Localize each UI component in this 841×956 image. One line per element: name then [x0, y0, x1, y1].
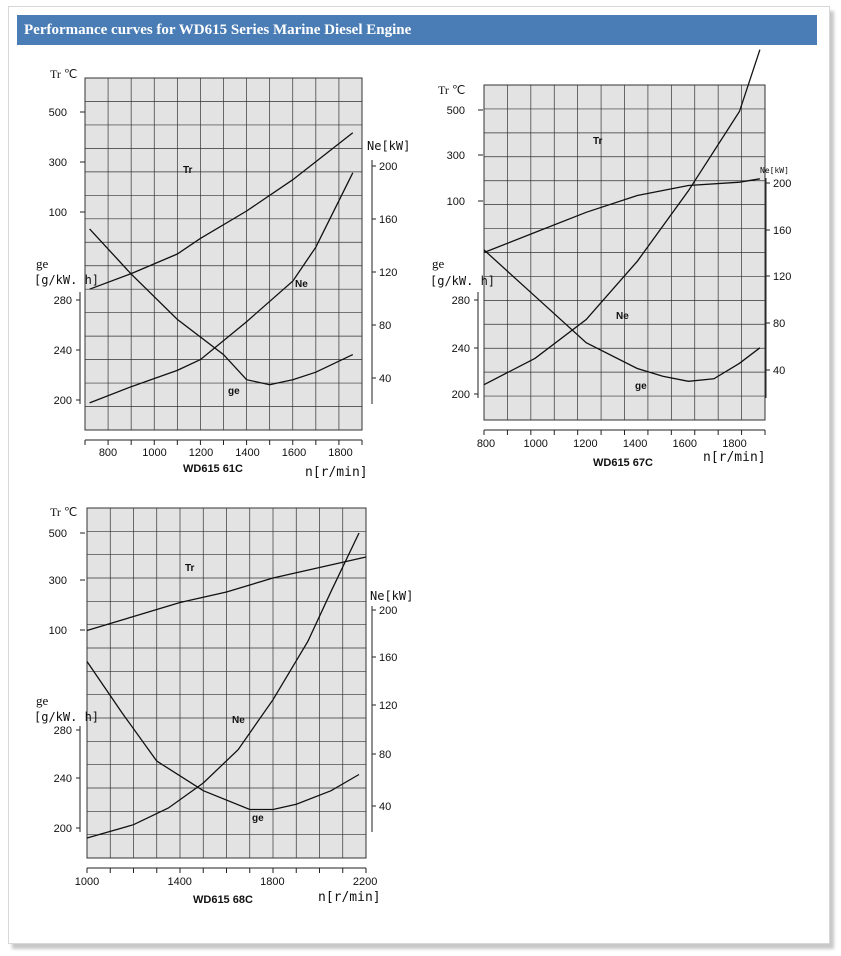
ge-tick-label: 280	[452, 295, 470, 307]
ge-tick-label: 200	[54, 823, 72, 835]
series-label-ge: ge	[252, 813, 264, 824]
series-line-ge	[483, 249, 761, 382]
ne-tick-label: 160	[379, 652, 397, 664]
chart-title: WD615 67C	[593, 457, 653, 469]
ne-tick-label: 40	[379, 373, 391, 385]
ne-tick-label: 160	[773, 225, 791, 237]
series-label-tr: Tr	[185, 563, 195, 574]
ge-axis-unit: [g/kW. h]	[430, 274, 495, 288]
ge-axis-label: ge	[432, 256, 445, 271]
x-tick-label: 1000	[75, 876, 99, 888]
ne-tick-label: 200	[379, 605, 397, 617]
tr-tick-label: 300	[49, 157, 67, 169]
series-label-ne: Ne	[295, 279, 308, 290]
series-label-ne: Ne	[232, 715, 245, 726]
tr-tick-label: 500	[447, 105, 465, 117]
ne-tick-label: 120	[379, 700, 397, 712]
tr-tick-label: 100	[49, 207, 67, 219]
ge-tick-label: 280	[54, 725, 72, 737]
tr-tick-label: 100	[447, 196, 465, 208]
ge-axis-label: ge	[36, 693, 49, 708]
ne-tick-label: 80	[773, 318, 785, 330]
tr-axis-label: Tr ℃	[438, 83, 465, 97]
x-tick-label: 1600	[282, 447, 306, 459]
ne-tick-label: 160	[379, 214, 397, 226]
ge-tick-label: 200	[54, 395, 72, 407]
ge-tick-label: 240	[54, 773, 72, 785]
tr-tick-label: 500	[49, 107, 67, 119]
ge-axis-unit: [g/kW. h]	[34, 710, 99, 724]
series-line-ge	[86, 661, 360, 811]
chart-wd615-61c: 800 1000 1200 1400 1600 1800 WD615 61C n[r/min]…	[34, 67, 410, 480]
x-axis-label: n[r/min]	[703, 450, 766, 465]
series-line-ne	[86, 532, 360, 839]
x-tick-label: 1800	[328, 447, 352, 459]
x-tick-label: 1800	[260, 876, 284, 888]
x-tick-label: 1000	[142, 447, 166, 459]
series-line-tr	[483, 178, 761, 254]
x-tick-label: 1400	[623, 438, 647, 450]
series-line-ge	[89, 228, 354, 386]
tr-tick-label: 300	[447, 150, 465, 162]
chart-title: WD615 68C	[193, 894, 253, 906]
x-tick-label: 800	[99, 447, 117, 459]
ne-tick-label: 120	[379, 267, 397, 279]
ne-tick-label: 80	[379, 320, 391, 332]
ge-tick-label: 240	[452, 343, 470, 355]
ge-tick-label: 240	[54, 345, 72, 357]
ne-tick-label: 200	[773, 178, 791, 190]
ge-tick-label: 200	[452, 389, 470, 401]
x-tick-label: 1200	[189, 447, 213, 459]
ge-tick-label: 280	[54, 295, 72, 307]
ne-tick-label: 40	[379, 801, 391, 813]
ne-tick-label: 80	[379, 749, 391, 761]
x-axis-label: n[r/min]	[305, 465, 368, 480]
x-axis-label: n[r/min]	[318, 890, 381, 905]
series-label-ge: ge	[635, 381, 647, 392]
ne-tick-label: 200	[379, 161, 397, 173]
page-title: Performance curves for WD615 Series Mari…	[17, 15, 817, 45]
series-label-ge: ge	[228, 386, 240, 397]
tr-tick-label: 300	[49, 575, 67, 587]
series-line-ne	[89, 172, 354, 404]
series-line-ne	[483, 49, 761, 386]
x-tick-label: 1400	[235, 447, 259, 459]
tr-tick-label: 100	[49, 625, 67, 637]
tr-tick-label: 500	[49, 528, 67, 540]
ne-axis-label: Ne[kW]	[367, 139, 410, 153]
chart-wd615-67c: 800 1000 1200 1400 1600 1800 WD615 67C n[r/min]…	[430, 49, 791, 469]
ne-tick-label: 40	[773, 365, 785, 377]
x-tick-label: 1800	[722, 438, 746, 450]
ne-axis-label: Ne[kW]	[760, 166, 789, 175]
x-tick-label: 1400	[167, 876, 191, 888]
ne-axis-label: Ne[kW]	[370, 589, 413, 603]
series-label-tr: Tr	[593, 136, 603, 147]
chart-wd615-68c: 1000 1400 1800 2200 WD615 68C n[r/min] Tr ℃ 500…	[34, 505, 413, 906]
tr-axis-label: Tr ℃	[50, 505, 77, 519]
series-label-tr: Tr	[183, 165, 193, 176]
ne-tick-label: 120	[773, 271, 791, 283]
x-tick-label: 800	[477, 438, 495, 450]
tr-axis-label: Tr ℃	[50, 67, 77, 81]
x-tick-label: 1000	[523, 438, 547, 450]
x-tick-label: 2200	[353, 876, 377, 888]
series-label-ne: Ne	[616, 311, 629, 322]
x-tick-label: 1200	[573, 438, 597, 450]
ge-axis-unit: [g/kW. h]	[34, 273, 99, 287]
ge-axis-label: ge	[36, 256, 49, 271]
chart-title: WD615 61C	[183, 463, 243, 475]
x-tick-label: 1600	[673, 438, 697, 450]
series-line-tr	[86, 556, 367, 632]
